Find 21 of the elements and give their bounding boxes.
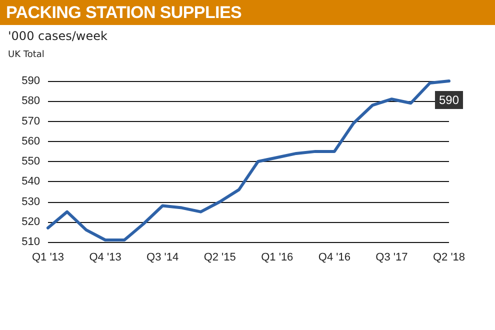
y-tick-label: 560 (22, 135, 40, 148)
x-tick-label: Q3 '14 (146, 252, 179, 264)
y-axis-title: '000 cases/week (8, 29, 108, 43)
chart-title: PACKING STATION SUPPLIES (0, 0, 495, 25)
x-tick-label: Q2 '15 (204, 252, 236, 264)
y-tick-label: 550 (22, 156, 40, 168)
y-tick-label: 540 (22, 176, 40, 188)
y-tick-label: 520 (22, 216, 40, 228)
data-label: 590 (438, 93, 460, 108)
y-tick-label: 570 (22, 115, 40, 128)
y-tick-label: 580 (22, 95, 40, 108)
x-tick-label: Q2 '18 (432, 252, 466, 264)
y-tick-label: 590 (22, 75, 40, 87)
x-tick-label: Q4 '13 (89, 252, 122, 264)
x-tick-label: Q1 '16 (261, 252, 294, 264)
x-tick-label: Q1 '13 (32, 252, 64, 264)
chart-subtitle: UK Total (8, 50, 44, 60)
y-tick-label: 530 (22, 196, 40, 208)
y-tick-label: 510 (22, 236, 40, 248)
x-tick-label: Q3 '17 (376, 252, 408, 264)
x-tick-label: Q4 '16 (318, 252, 350, 264)
